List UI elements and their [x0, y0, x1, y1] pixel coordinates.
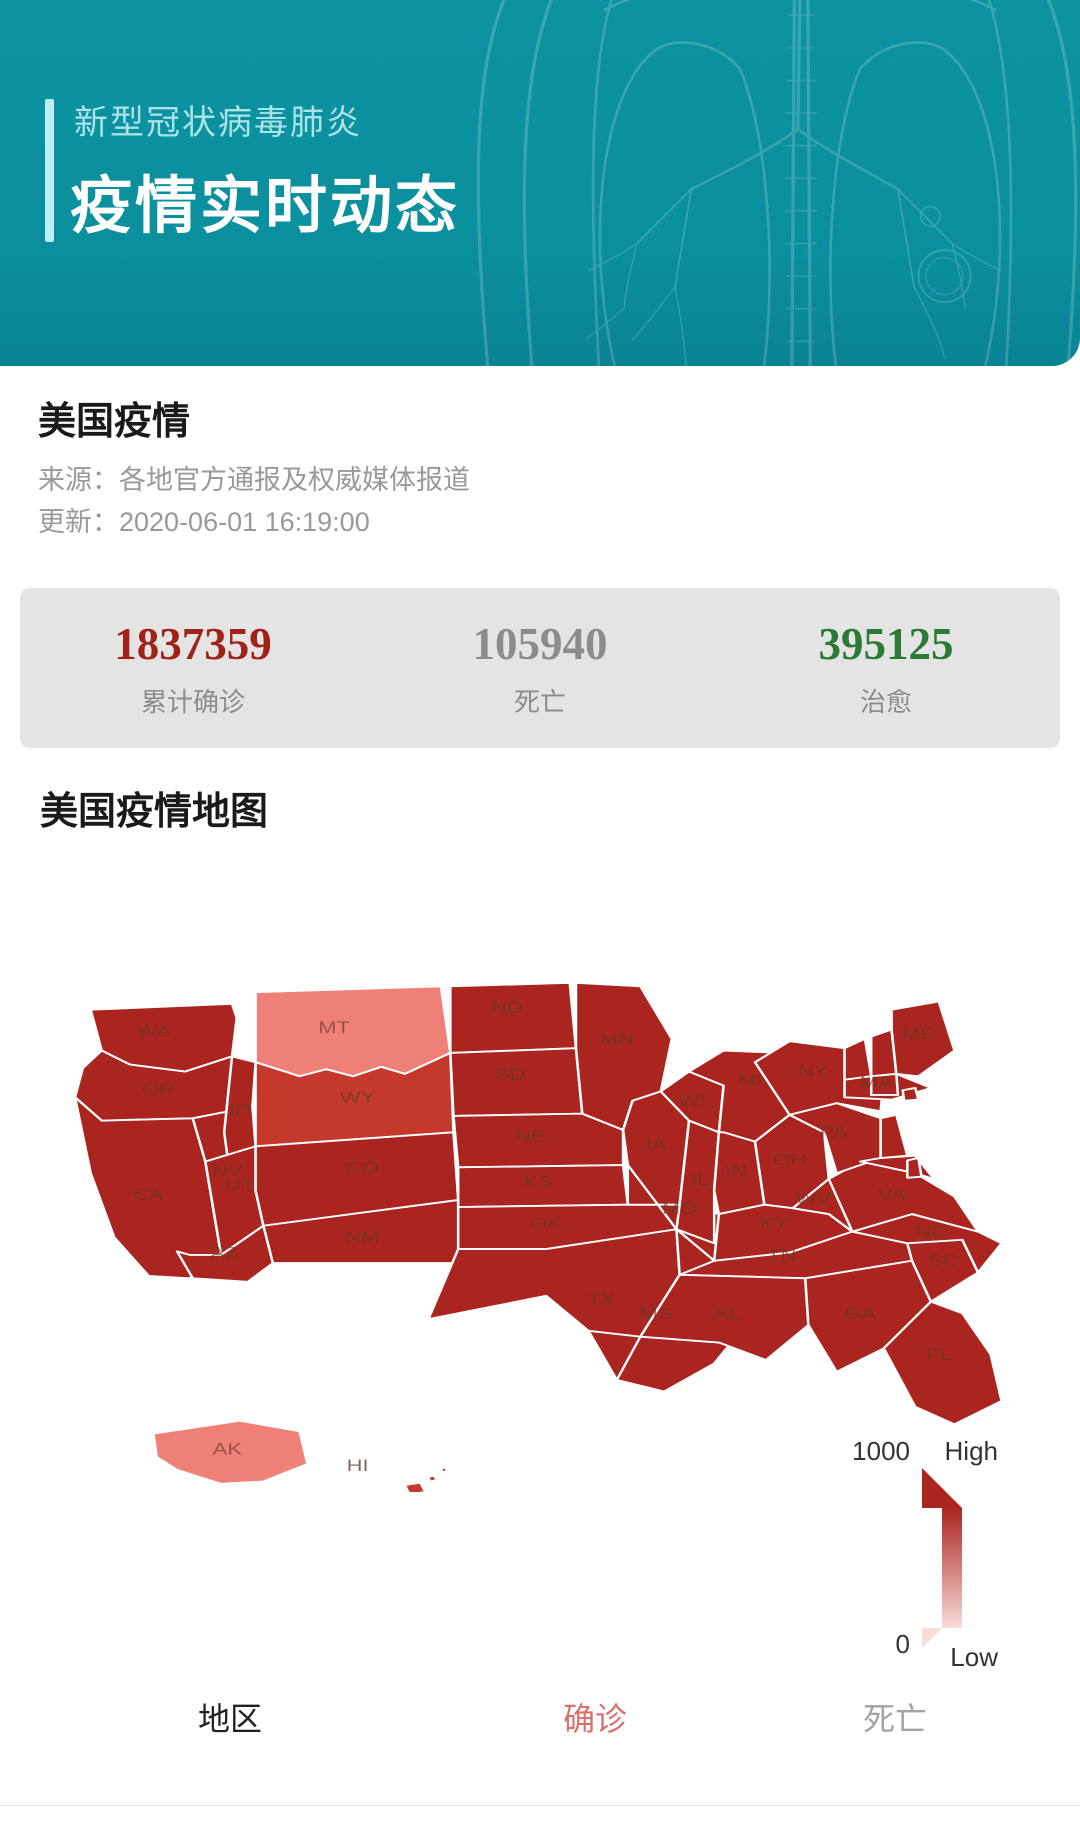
svg-text:GA: GA [844, 1305, 876, 1324]
svg-text:MS: MS [640, 1305, 673, 1324]
svg-text:HI: HI [347, 1457, 369, 1476]
svg-text:IA: IA [646, 1135, 667, 1154]
svg-text:NC: NC [915, 1223, 947, 1242]
svg-text:PA: PA [820, 1124, 848, 1143]
svg-text:AK: AK [213, 1440, 242, 1459]
svg-text:MT: MT [318, 1019, 350, 1038]
svg-text:IN: IN [725, 1162, 747, 1181]
svg-text:1000: 1000 [852, 1438, 910, 1466]
svg-text:SD: SD [495, 1065, 526, 1084]
svg-text:CA: CA [134, 1186, 165, 1205]
svg-text:TN: TN [767, 1246, 796, 1265]
svg-text:KY: KY [759, 1215, 788, 1234]
svg-text:KS: KS [524, 1173, 553, 1192]
svg-text:OK: OK [530, 1215, 562, 1234]
svg-text:WY: WY [340, 1089, 375, 1108]
svg-text:TX: TX [587, 1291, 615, 1310]
svg-text:NE: NE [515, 1127, 546, 1146]
svg-text:MA: MA [859, 1074, 892, 1093]
svg-text:High: High [945, 1438, 998, 1466]
svg-text:OR: OR [142, 1081, 175, 1100]
svg-text:IL: IL [691, 1171, 710, 1190]
svg-text:UT: UT [225, 1176, 254, 1195]
svg-text:VA: VA [878, 1186, 906, 1205]
svg-text:MN: MN [600, 1030, 634, 1049]
svg-text:SC: SC [928, 1252, 959, 1271]
svg-text:WV: WV [795, 1190, 830, 1209]
svg-text:WI: WI [679, 1092, 706, 1111]
svg-text:ID: ID [229, 1100, 251, 1119]
svg-text:MO: MO [662, 1200, 697, 1219]
svg-text:NM: NM [345, 1229, 379, 1248]
svg-text:Low: Low [950, 1642, 998, 1668]
svg-text:FL: FL [926, 1346, 952, 1365]
svg-text:OH: OH [773, 1151, 806, 1170]
svg-text:ME: ME [902, 1025, 935, 1044]
svg-text:AZ: AZ [210, 1244, 238, 1263]
svg-text:CO: CO [346, 1159, 379, 1178]
svg-text:NY: NY [798, 1062, 829, 1081]
svg-text:MI: MI [738, 1071, 762, 1090]
svg-text:WA: WA [136, 1022, 171, 1041]
svg-text:ND: ND [491, 999, 523, 1018]
svg-text:AL: AL [713, 1305, 740, 1324]
svg-text:0: 0 [896, 1629, 910, 1659]
